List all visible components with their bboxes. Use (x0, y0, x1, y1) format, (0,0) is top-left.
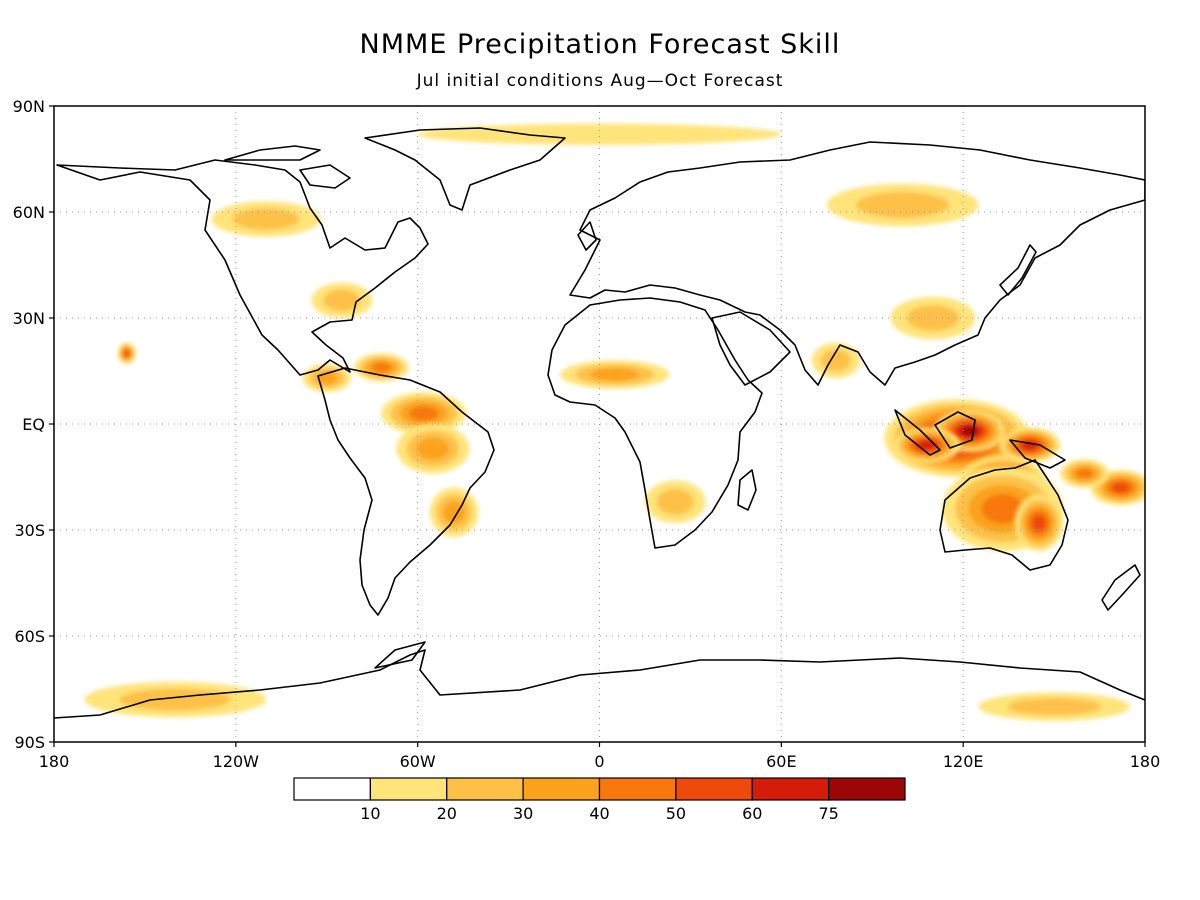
skill-shading-layer (84, 123, 1145, 721)
skill-region (811, 342, 861, 379)
coastline-borneo (934, 411, 976, 449)
colorbar-label: 75 (818, 804, 838, 823)
lat-tick-label: 60S (14, 627, 45, 646)
coastline-madagascar (737, 469, 757, 511)
skill-contour (1112, 482, 1130, 493)
colorbar-label: 40 (589, 804, 609, 823)
lon-tick-label: 180 (39, 752, 70, 771)
skill-region (1014, 494, 1064, 552)
skill-region (117, 342, 136, 364)
skill-contour (119, 688, 232, 711)
skill-region (560, 360, 670, 389)
colorbar: 10 20 30 40 50 60 75 (293, 777, 906, 823)
lon-tick-label: 120E (943, 752, 984, 771)
colorbar-bin (446, 777, 524, 801)
skill-contour (416, 437, 449, 460)
colorbar-label: 10 (360, 804, 380, 823)
skill-region (417, 123, 782, 145)
colorbar-bin (522, 777, 601, 801)
gridlines (54, 106, 1145, 742)
colorbar-label: 60 (742, 804, 762, 823)
coastline-japan (999, 244, 1037, 296)
coastline-north-america (56, 159, 429, 376)
skill-region (644, 480, 706, 523)
map-subtitle: Jul initial conditions Aug—Oct Forecast (416, 71, 784, 91)
skill-contour (906, 304, 959, 332)
coastline-australia (939, 459, 1069, 571)
colorbar-bin (675, 777, 753, 801)
skill-contour (918, 440, 935, 450)
skill-contour (1032, 514, 1046, 532)
skill-region (826, 183, 979, 227)
skill-region (211, 201, 321, 237)
coastline-eurasia (569, 141, 1145, 386)
lat-tick-label: 30S (14, 521, 45, 540)
colorbar-bin (598, 777, 677, 801)
coastlines (54, 127, 1145, 719)
skill-contour (1007, 697, 1101, 716)
coastline-sumatra (894, 409, 941, 456)
skill-contour (590, 368, 639, 381)
skill-region (396, 424, 470, 474)
lat-tick-label: 90S (14, 733, 45, 752)
coastline-antarctic-peninsula (374, 641, 426, 669)
skill-contour (443, 501, 465, 524)
lon-tick-label: 180 (1130, 752, 1161, 771)
skill-region (354, 353, 409, 382)
colorbar-bin (369, 777, 448, 801)
skill-contour (855, 191, 950, 218)
coastline-british-isles (577, 221, 597, 251)
lon-tick-label: 60W (400, 752, 436, 771)
lat-tick-label: 60N (13, 203, 45, 222)
colorbar-bin (293, 777, 371, 801)
skill-contour (981, 494, 1024, 524)
map-title: NMME Precipitation Forecast Skill (360, 29, 841, 60)
lat-tick-label: 30N (13, 309, 45, 328)
lon-tick-label: 0 (594, 752, 604, 771)
skill-region (1060, 459, 1109, 488)
coastline-greenland (364, 127, 566, 211)
skill-region (311, 282, 373, 319)
lat-tick-label: 90N (13, 97, 45, 116)
colorbar-label: 30 (513, 804, 533, 823)
skill-contour (417, 123, 782, 145)
coastline-antarctica (54, 649, 1145, 719)
skill-contour (124, 350, 130, 357)
coastline-new-guinea (1009, 439, 1066, 469)
colorbar-label: 20 (437, 804, 457, 823)
colorbar-bin (828, 777, 906, 801)
coastline-arabia (711, 311, 791, 386)
skill-contour (323, 289, 361, 312)
coastline-south-america (317, 367, 495, 616)
lon-tick-label: 120W (213, 752, 260, 771)
coastline-arctic-islands (224, 145, 351, 189)
lat-tick-label: EQ (22, 415, 45, 434)
skill-contour (656, 488, 694, 515)
skill-contour (371, 362, 391, 373)
coastline-africa (547, 297, 763, 549)
skill-contour (408, 406, 439, 421)
skill-contour (1075, 468, 1093, 479)
lon-tick-label: 60E (766, 752, 796, 771)
skill-region (893, 427, 961, 463)
skill-region (429, 487, 479, 538)
skill-contour (232, 208, 300, 230)
coastline-new-zealand (1101, 564, 1141, 611)
colorbar-bin (751, 777, 830, 801)
colorbar-label: 50 (666, 804, 686, 823)
skill-region (890, 296, 976, 340)
skill-region (978, 692, 1130, 721)
